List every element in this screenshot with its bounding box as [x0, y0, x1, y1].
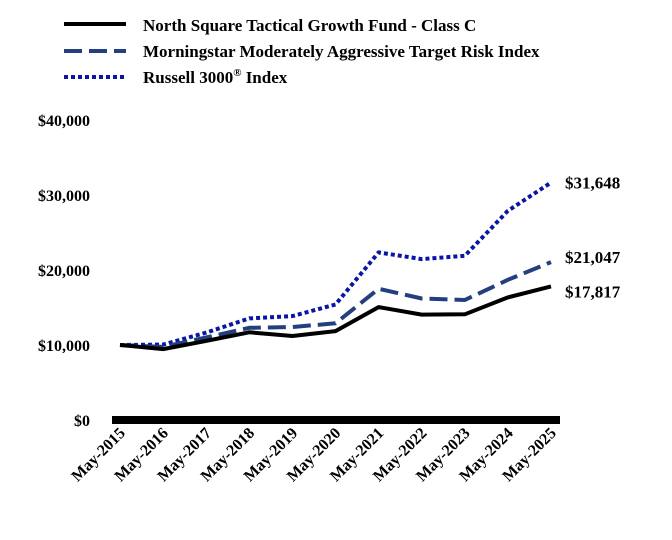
legend-label-fund: North Square Tactical Growth Fund - Clas… [143, 16, 476, 35]
end-value-labels: $17,817 $21,047 $31,648 [565, 174, 621, 302]
series-line-fund [119, 284, 552, 352]
end-label-morningstar: $21,047 [565, 248, 621, 267]
legend-label-morningstar: Morningstar Moderately Aggressive Target… [143, 42, 540, 61]
y-tick-label: $10,000 [38, 338, 90, 355]
y-tick-label: $0 [74, 413, 90, 430]
y-tick-label: $40,000 [38, 113, 90, 130]
y-axis-tick-labels: $0 $10,000 $20,000 $30,000 $40,000 [38, 113, 90, 430]
x-axis-tick-labels: May-2015May-2016May-2017May-2018May-2019… [68, 425, 559, 485]
series-line-morningstar [119, 260, 552, 349]
end-label-russell: $31,648 [565, 174, 620, 193]
y-tick-label: $20,000 [38, 263, 90, 280]
y-tick-label: $30,000 [38, 188, 90, 205]
legend-label-russell: Russell 3000® Index [143, 67, 288, 87]
end-label-fund: $17,817 [565, 282, 621, 301]
legend: North Square Tactical Growth Fund - Clas… [64, 16, 540, 87]
series-lines [119, 180, 553, 352]
series-line-russell [119, 180, 553, 347]
